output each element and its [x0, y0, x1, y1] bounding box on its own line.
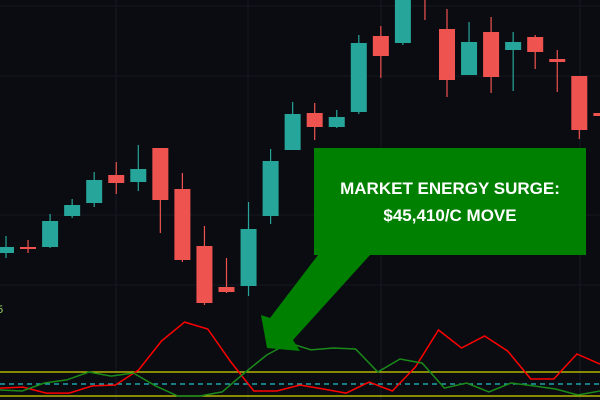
candle-body — [108, 175, 125, 183]
candle-body — [152, 148, 169, 200]
candle-body — [461, 42, 478, 75]
candle-body — [439, 29, 455, 80]
candle-body — [262, 161, 279, 216]
candle-body — [20, 247, 37, 249]
candle-body — [571, 76, 588, 130]
candle-body — [284, 114, 301, 150]
candle-body — [306, 113, 323, 127]
callout-arrow — [261, 255, 370, 351]
candle-body — [549, 59, 566, 62]
candle-body — [505, 42, 522, 50]
candle-body — [0, 247, 14, 253]
candle-body — [240, 229, 257, 286]
candle-body — [527, 37, 544, 52]
candle-body — [130, 169, 147, 182]
candle-body — [328, 117, 345, 127]
oscillator-green-line — [0, 342, 600, 397]
candle-body — [372, 36, 389, 56]
callout-line-1: MARKET ENERGY SURGE: — [340, 178, 560, 198]
oscillator-red-line — [0, 321, 600, 394]
candle-body — [174, 189, 191, 260]
candle-body — [218, 287, 235, 292]
candle-body — [350, 43, 367, 112]
candle-body — [593, 113, 600, 116]
candle-body — [483, 32, 500, 77]
callout-box: MARKET ENERGY SURGE: $45,410/C MOVE — [314, 148, 586, 255]
candle-body — [42, 221, 59, 247]
candle-body — [86, 180, 103, 203]
edge-price-label: 5 — [0, 304, 4, 316]
candle-body — [394, 0, 411, 43]
candle-body — [64, 205, 81, 216]
callout-line-2: $45,410/C MOVE — [383, 205, 517, 225]
candle-body — [196, 246, 213, 303]
